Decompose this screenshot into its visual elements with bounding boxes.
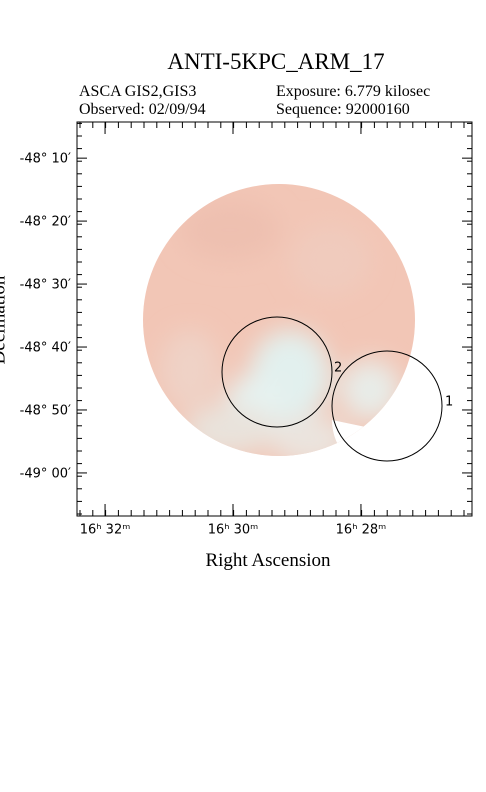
x-tick-label: 16ʰ 28ᵐ bbox=[336, 523, 387, 538]
x-ray-image bbox=[143, 184, 415, 456]
y-tick-label: -48° 50′ bbox=[20, 403, 71, 418]
y-tick-label: -48° 40′ bbox=[20, 341, 71, 356]
source-region bbox=[221, 316, 333, 428]
chart-title: ANTI-5KPC_ARM_17 bbox=[167, 49, 384, 74]
observed: Observed: 02/09/94 bbox=[79, 101, 206, 118]
y-tick-label: -48° 10′ bbox=[20, 152, 71, 167]
plot-frame bbox=[76, 121, 473, 517]
x-tick-label: 16ʰ 32ᵐ bbox=[80, 523, 131, 538]
y-axis-label: Declination bbox=[0, 275, 9, 364]
y-tick-label: -48° 20′ bbox=[20, 215, 71, 230]
x-tick-label: 16ʰ 30ᵐ bbox=[208, 523, 259, 538]
y-tick-label: -49° 00′ bbox=[20, 466, 71, 481]
source-region bbox=[331, 350, 443, 462]
exposure: Exposure: 6.779 kilosec bbox=[276, 83, 430, 100]
instrument: ASCA GIS2,GIS3 bbox=[79, 83, 196, 100]
y-tick-label: -48° 30′ bbox=[20, 278, 71, 293]
source-label: 2 bbox=[334, 361, 342, 376]
source-label: 1 bbox=[445, 395, 453, 410]
x-axis-label: Right Ascension bbox=[205, 550, 331, 571]
sequence: Sequence: 92000160 bbox=[276, 101, 410, 118]
